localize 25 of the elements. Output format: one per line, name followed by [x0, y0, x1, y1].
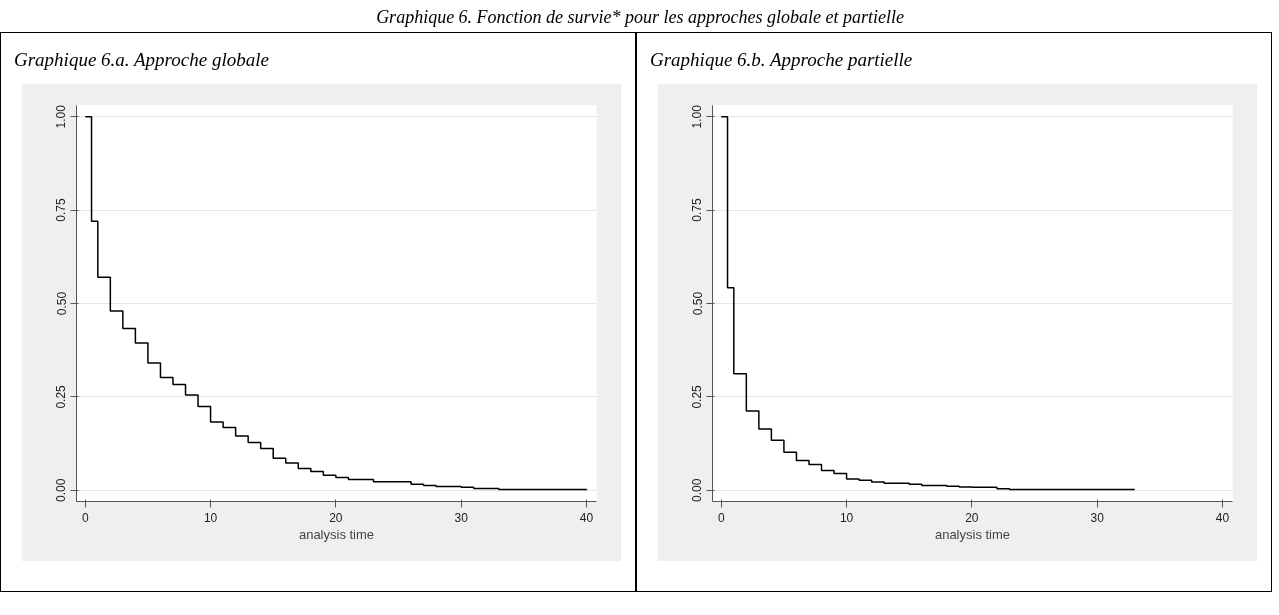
x-tick-label: 40	[579, 510, 594, 525]
x-tick-label: 40	[1215, 510, 1230, 525]
x-tick-label: 30	[1090, 510, 1105, 525]
text: Graphique 6. Fonction de survie* pour les approches globale et partielle	[376, 6, 904, 29]
y-tick-label: 0.25	[54, 384, 69, 409]
y-tick-label: 0.50	[690, 291, 705, 316]
x-tick-label: 20	[329, 510, 343, 525]
y-tick-label: 0.00	[54, 478, 69, 502]
chart-title: Graphique 6.b. Approche partielle	[650, 48, 913, 72]
x-tick-label: 30	[454, 510, 469, 525]
y-tick-label: 0.50	[54, 291, 69, 316]
x-axis-title: analysis time	[298, 526, 375, 542]
chart-title: Graphique 6.a. Approche globale	[14, 48, 269, 72]
y-tick-label: 0.75	[54, 198, 69, 222]
y-tick-label: 0.75	[690, 198, 705, 222]
y-tick-label: 1.00	[54, 104, 69, 129]
x-tick-label: 10	[203, 510, 218, 525]
y-tick-label: 0.00	[690, 478, 705, 502]
y-tick-label: 1.00	[690, 104, 705, 129]
x-tick-label: 0	[717, 510, 725, 525]
x-tick-label: 20	[965, 510, 979, 525]
y-tick-label: 0.25	[690, 384, 705, 409]
x-tick-label: 0	[81, 510, 89, 525]
x-axis-title: analysis time	[934, 526, 1011, 542]
x-tick-label: 10	[839, 510, 854, 525]
